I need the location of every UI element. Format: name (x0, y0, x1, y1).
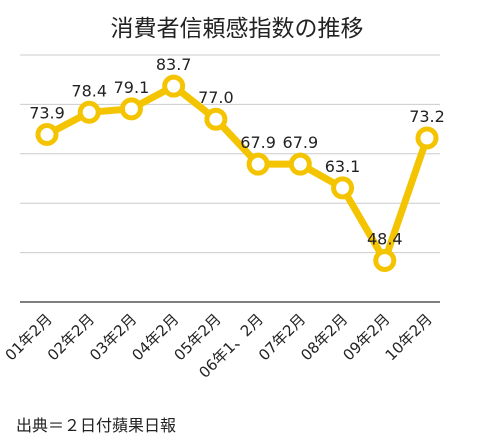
series-line-path (43, 82, 431, 265)
series-markers (35, 74, 439, 273)
data-label: 73.2 (409, 107, 445, 126)
data-label: 63.1 (325, 157, 361, 176)
data-point (415, 126, 439, 150)
series-line (43, 82, 431, 265)
data-label: 67.9 (283, 133, 319, 152)
data-point (246, 152, 270, 176)
data-point (373, 249, 397, 273)
data-point (162, 74, 186, 98)
chart-title: 消費者信頼感指数の推移 (111, 16, 364, 42)
x-tick-label: 10年2月 (382, 310, 436, 364)
data-label: 83.7 (156, 55, 192, 74)
data-label: 73.9 (29, 104, 65, 123)
data-label: 67.9 (240, 133, 276, 152)
data-label: 77.0 (198, 88, 234, 107)
data-label: 78.4 (71, 81, 107, 100)
data-label: 48.4 (367, 230, 403, 249)
data-point (204, 107, 228, 131)
data-point (331, 176, 355, 200)
data-point (35, 123, 59, 147)
data-point (288, 152, 312, 176)
data-label: 79.1 (114, 78, 150, 97)
data-labels: 73.9 78.4 79.1 83.7 77.0 67.9 67.9 63.1 48.4 73.2 (29, 55, 445, 248)
source-note: 出典＝２日付蘋果日報 (16, 416, 177, 435)
data-point (119, 97, 143, 121)
data-point (77, 100, 101, 124)
x-tick-labels: 01年2月02年2月03年2月04年2月05年2月06年1、2月07年2月08年… (2, 310, 436, 382)
